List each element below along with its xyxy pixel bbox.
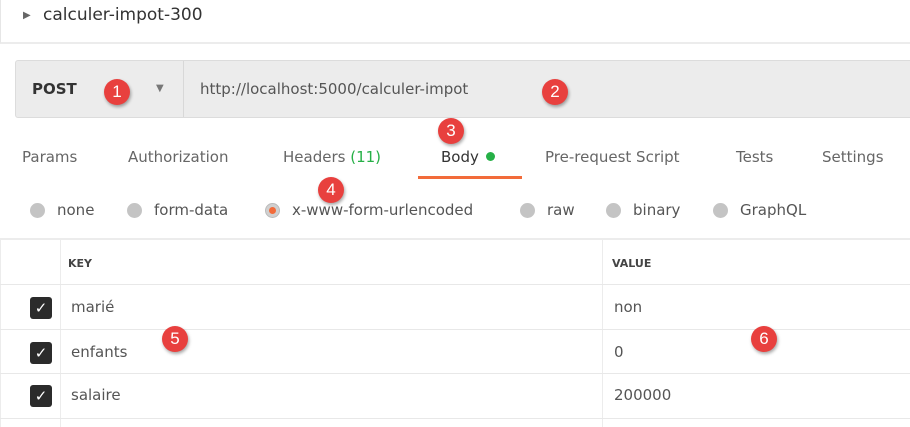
table-row: ✓ enfants 0: [0, 330, 910, 374]
tab-body[interactable]: Body: [441, 148, 495, 166]
annotation-badge-5: 5: [162, 326, 188, 352]
request-name: calculer-impot-300: [43, 5, 203, 25]
radio-raw[interactable]: raw: [520, 201, 575, 219]
radio-icon: [30, 202, 45, 218]
value-header: VALUE: [612, 257, 652, 270]
key-header: KEY: [68, 257, 93, 270]
expand-triangle-icon[interactable]: ▶: [23, 10, 31, 21]
radio-x-www-form-urlencoded[interactable]: x-www-form-urlencoded: [265, 201, 473, 219]
active-tab-indicator: [418, 176, 522, 179]
radio-icon: [520, 202, 535, 218]
url-input[interactable]: http://localhost:5000/calculer-impot: [200, 80, 469, 98]
radio-graphql[interactable]: GraphQL: [713, 201, 806, 219]
value-cell[interactable]: 0: [614, 343, 624, 361]
checkbox-checked-icon[interactable]: ✓: [30, 385, 52, 407]
annotation-badge-4: 4: [318, 177, 344, 203]
radio-icon: [127, 202, 142, 218]
request-bar: POST ▼ http://localhost:5000/calculer-im…: [15, 60, 910, 118]
tab-tests[interactable]: Tests: [736, 148, 774, 166]
tab-body-label: Body: [441, 148, 479, 166]
table-row: ✓ salaire 200000: [0, 374, 910, 419]
checkbox-checked-icon[interactable]: ✓: [30, 342, 52, 364]
headers-count: (11): [350, 148, 382, 166]
annotation-badge-6: 6: [751, 326, 777, 352]
radio-icon: [606, 202, 621, 218]
radio-form-data[interactable]: form-data: [127, 201, 228, 219]
radio-label: x-www-form-urlencoded: [292, 201, 474, 219]
key-cell[interactable]: salaire: [71, 386, 121, 404]
value-cell[interactable]: non: [614, 298, 643, 316]
table-row: ✓ marié non: [0, 285, 910, 330]
tab-settings[interactable]: Settings: [822, 148, 884, 166]
params-table: KEY VALUE ✓ marié non ✓ enfants 0 ✓ sala…: [0, 238, 910, 427]
radio-selected-icon: [265, 202, 280, 218]
active-dot-icon: [485, 152, 495, 161]
request-title-row: ▶ calculer-impot-300: [0, 0, 910, 44]
tab-headers-label: Headers: [283, 148, 346, 166]
key-cell[interactable]: marié: [71, 298, 115, 316]
radio-none[interactable]: none: [30, 201, 94, 219]
method-select[interactable]: POST ▼: [16, 61, 184, 117]
annotation-badge-1: 1: [104, 79, 130, 105]
radio-label: binary: [633, 201, 681, 219]
tab-authorization[interactable]: Authorization: [128, 148, 229, 166]
tab-headers[interactable]: Headers (11): [283, 148, 381, 166]
tab-pre-request-script[interactable]: Pre-request Script: [545, 148, 680, 166]
checkbox-checked-icon[interactable]: ✓: [30, 297, 52, 319]
method-value: POST: [32, 80, 77, 98]
radio-label: form-data: [154, 201, 229, 219]
key-cell[interactable]: enfants: [71, 343, 128, 361]
annotation-badge-3: 3: [438, 118, 464, 144]
radio-label: raw: [547, 201, 575, 219]
tab-params[interactable]: Params: [22, 148, 78, 166]
radio-icon: [713, 202, 728, 218]
radio-binary[interactable]: binary: [606, 201, 680, 219]
chevron-down-icon: ▼: [156, 83, 164, 94]
radio-label: GraphQL: [740, 201, 807, 219]
value-cell[interactable]: 200000: [614, 386, 672, 404]
radio-label: none: [57, 201, 95, 219]
annotation-badge-2: 2: [542, 79, 568, 105]
table-header-row: KEY VALUE: [0, 240, 910, 285]
